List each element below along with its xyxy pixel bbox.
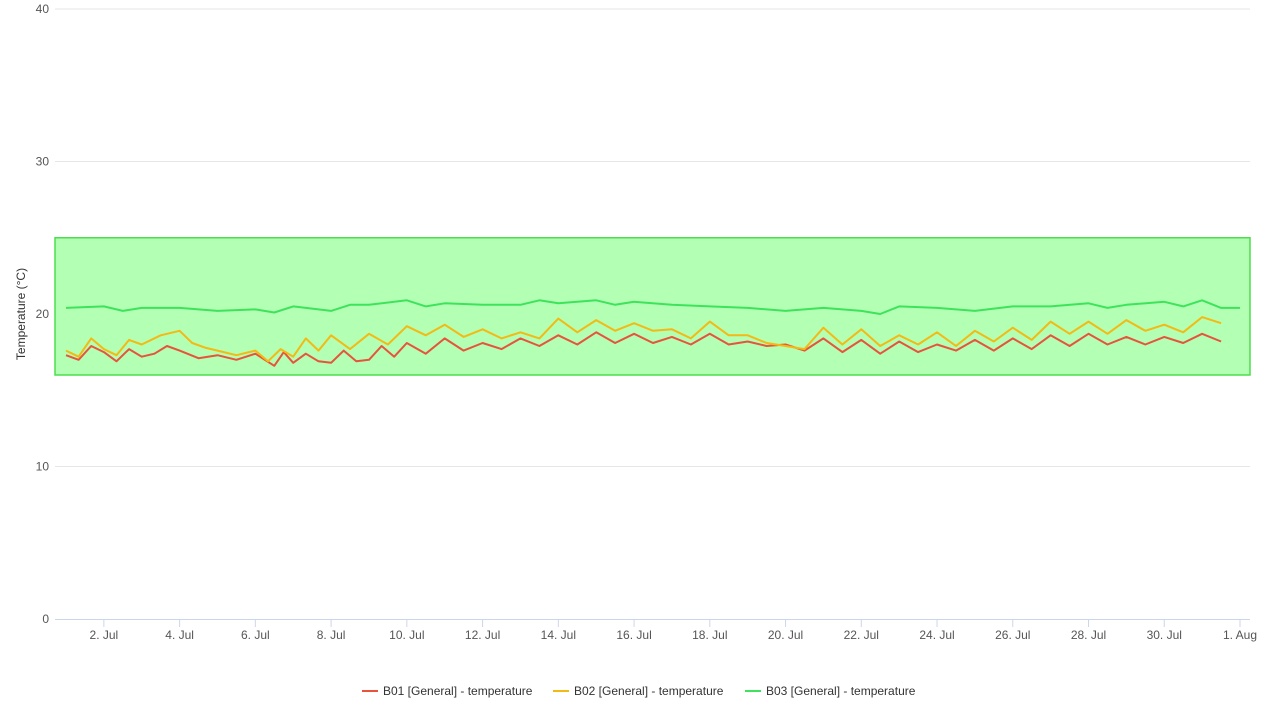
x-tick-label: 24. Jul bbox=[919, 628, 954, 642]
series-lines bbox=[65, 299, 1240, 367]
x-tick-label: 20. Jul bbox=[768, 628, 803, 642]
x-tick-label: 4. Jul bbox=[165, 628, 194, 642]
x-tick-label: 22. Jul bbox=[844, 628, 879, 642]
x-tick-label: 2. Jul bbox=[90, 628, 119, 642]
y-tick-label-30: 30 bbox=[36, 155, 50, 169]
legend-item-2: B02 [General] - temperature bbox=[574, 684, 724, 698]
x-tick-label: 26. Jul bbox=[995, 628, 1030, 642]
x-tick-label: 12. Jul bbox=[465, 628, 500, 642]
y-axis-title: Temperature (°C) bbox=[14, 268, 28, 360]
x-tick-label: 1. Aug bbox=[1223, 628, 1257, 642]
y-tick-label-10: 10 bbox=[36, 460, 50, 474]
x-tick-label: 6. Jul bbox=[241, 628, 270, 642]
x-tick-label: 14. Jul bbox=[541, 628, 576, 642]
y-tick-label-0: 0 bbox=[42, 612, 49, 626]
series-line-2 bbox=[65, 316, 1222, 363]
x-tick-label: 28. Jul bbox=[1071, 628, 1106, 642]
legend[interactable]: B01 [General] - temperature B02 [General]… bbox=[362, 684, 916, 698]
x-tick-label: 8. Jul bbox=[317, 628, 346, 642]
legend-item-1: B01 [General] - temperature bbox=[383, 684, 533, 698]
x-tick-label: 16. Jul bbox=[616, 628, 651, 642]
x-tick-label: 30. Jul bbox=[1147, 628, 1182, 642]
legend-item-3: B03 [General] - temperature bbox=[766, 684, 916, 698]
series-line-3 bbox=[65, 299, 1240, 315]
x-tick-label: 10. Jul bbox=[389, 628, 424, 642]
y-tick-label-20: 20 bbox=[36, 307, 50, 321]
x-tick-label: 18. Jul bbox=[692, 628, 727, 642]
x-axis: 2. Jul 4. Jul 6. Jul 8. Jul 10. Jul 12. Jul 14… bbox=[55, 619, 1257, 642]
series-line-1 bbox=[65, 331, 1222, 367]
y-axis-ticks: 0 10 20 30 40 bbox=[36, 2, 50, 626]
y-tick-label-40: 40 bbox=[36, 2, 50, 16]
